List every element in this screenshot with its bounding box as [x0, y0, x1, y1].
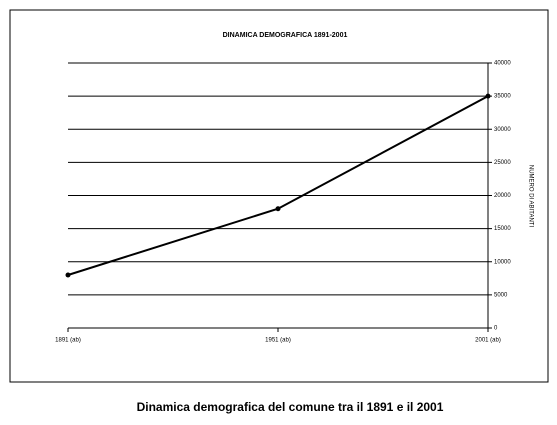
y-tick-label: 0: [494, 326, 498, 332]
point: [65, 272, 71, 278]
y-tick-label: 10000: [494, 259, 511, 265]
y-tick-label: 30000: [494, 127, 511, 133]
y-tick-label: 5000: [494, 292, 508, 298]
caption: Dinamica demografica del comune tra il 1…: [137, 400, 444, 414]
point: [485, 93, 491, 99]
y-tick-label: 15000: [494, 226, 511, 232]
point: [275, 206, 281, 212]
y-axis-label: NUMERO DI ABITANTI: [527, 165, 533, 228]
chart-title: DINAMICA DEMOGRAFICA 1891-2001: [223, 32, 348, 39]
y-tick-label: 20000: [494, 193, 511, 199]
x-tick-label: 2001 (ab): [475, 338, 501, 344]
y-tick-label: 25000: [494, 160, 511, 166]
x-tick-label: 1951 (ab): [265, 338, 291, 344]
y-tick-label: 35000: [494, 94, 511, 100]
x-tick-label: 1891 (ab): [55, 338, 81, 344]
y-tick-label: 40000: [494, 61, 511, 67]
